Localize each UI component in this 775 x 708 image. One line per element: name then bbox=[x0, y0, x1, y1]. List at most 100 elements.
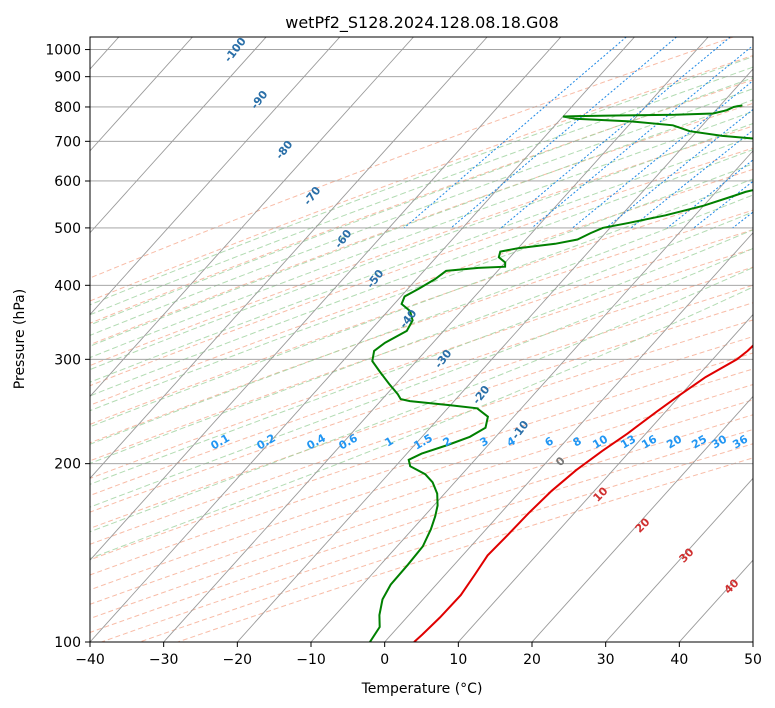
mixing-ratio-label: 30 bbox=[709, 432, 729, 451]
x-tick-label: −20 bbox=[223, 652, 253, 668]
dry-adiabat-line bbox=[90, 368, 753, 591]
mixing-ratio-label: 0.2 bbox=[255, 431, 278, 452]
isotherm-line bbox=[90, 37, 341, 316]
mixing-ratio-line bbox=[630, 129, 753, 229]
x-tick-label: 30 bbox=[597, 652, 615, 668]
isotherm-line bbox=[678, 559, 753, 642]
isotherm-line bbox=[90, 37, 635, 642]
moist-adiabat-line bbox=[90, 99, 753, 347]
mixing-ratio-line bbox=[761, 37, 775, 228]
moist-adiabat-line bbox=[90, 194, 753, 445]
mixing-ratio-line bbox=[450, 37, 677, 229]
moist-adiabat-line bbox=[90, 163, 753, 412]
dry-adiabat-line bbox=[90, 168, 753, 406]
isotherm-line bbox=[90, 37, 193, 152]
isotherm-line bbox=[384, 232, 753, 642]
moist-adiabat-line bbox=[90, 229, 753, 485]
x-tick-label: 50 bbox=[744, 652, 762, 668]
mixing-ratio-label: 0.1 bbox=[209, 431, 232, 452]
moist-adiabat-label: 40 bbox=[722, 576, 742, 596]
y-tick-label: 1000 bbox=[45, 43, 81, 59]
isotherm-line bbox=[90, 37, 414, 398]
moist-adiabat-line bbox=[90, 247, 753, 508]
mixing-ratio-label: 13 bbox=[618, 433, 638, 452]
y-tick-label: 500 bbox=[54, 221, 81, 237]
y-axis-label: Pressure (hPa) bbox=[12, 289, 28, 389]
isotherm-line bbox=[752, 641, 753, 642]
y-tick-label: 400 bbox=[54, 278, 81, 294]
dry-adiabat-label: -60 bbox=[332, 227, 355, 251]
dry-adiabat-line bbox=[90, 229, 753, 462]
dry-adiabat-line bbox=[90, 209, 753, 444]
dry-adiabat-label: -70 bbox=[301, 184, 324, 208]
moist-adiabat-line bbox=[90, 77, 753, 326]
isotherm-line bbox=[90, 37, 267, 234]
x-tick-label: 40 bbox=[670, 652, 688, 668]
y-tick-label: 800 bbox=[54, 100, 81, 116]
mixing-ratio-label: 3 bbox=[478, 434, 491, 449]
moist-adiabat-line bbox=[90, 178, 753, 428]
x-tick-label: 10 bbox=[449, 652, 467, 668]
moist-adiabat-label: 20 bbox=[633, 515, 653, 535]
mixing-ratio-line bbox=[732, 211, 753, 229]
dry-adiabat-line bbox=[90, 336, 753, 561]
dry-adiabat-label: -30 bbox=[432, 347, 455, 371]
moist-adiabat-line bbox=[90, 135, 753, 383]
moist-adiabat-line bbox=[90, 122, 753, 371]
moist-adiabat-label: 0 bbox=[553, 454, 568, 469]
x-tick-label: 20 bbox=[523, 652, 541, 668]
dry-adiabat-line bbox=[90, 266, 753, 496]
dry-adiabat-line bbox=[90, 319, 753, 545]
isotherm-line bbox=[163, 37, 709, 642]
moist-adiabat-line bbox=[90, 66, 753, 316]
dry-adiabat-line bbox=[90, 284, 753, 513]
mixing-ratio-label: 1.5 bbox=[412, 431, 435, 452]
moist-adiabat-label: 30 bbox=[677, 545, 697, 565]
mixing-ratio-label: 16 bbox=[639, 432, 659, 451]
mixing-ratio-label: 8 bbox=[571, 434, 584, 449]
y-tick-label: 100 bbox=[54, 635, 81, 651]
moist-adiabat-label: 10 bbox=[591, 484, 611, 504]
isotherm-line bbox=[605, 477, 753, 642]
y-tick-label: 200 bbox=[54, 457, 81, 473]
dry-adiabat-label: -20 bbox=[470, 383, 493, 407]
mixing-ratio-line bbox=[572, 80, 753, 229]
y-tick-label: 300 bbox=[54, 352, 81, 368]
moist-adiabat-line bbox=[90, 56, 753, 306]
dry-adiabat-line bbox=[90, 384, 753, 605]
moist-adiabat-line bbox=[90, 149, 753, 397]
moist-adiabat-line bbox=[90, 110, 753, 359]
dry-adiabat-line bbox=[90, 79, 753, 324]
mixing-ratio-line bbox=[500, 37, 731, 229]
plot-frame bbox=[89, 36, 754, 643]
isotherm-line bbox=[236, 68, 753, 642]
x-tick-label: −40 bbox=[75, 652, 105, 668]
isotherm-line bbox=[531, 395, 753, 642]
mixing-ratio-line bbox=[403, 37, 627, 229]
dry-adiabat-line bbox=[90, 147, 753, 387]
mixing-ratio-line bbox=[531, 44, 753, 229]
moist-adiabat-line bbox=[90, 267, 753, 533]
x-axis-label: Temperature (°C) bbox=[361, 681, 483, 697]
isotherm-line bbox=[457, 313, 753, 642]
dry-adiabat-line bbox=[90, 352, 753, 576]
dewpoint-profile bbox=[369, 104, 753, 642]
mixing-ratio-label: 0.4 bbox=[305, 431, 329, 452]
dry-adiabat-line bbox=[90, 102, 753, 346]
dry-adiabat-line bbox=[90, 302, 753, 529]
plot-area bbox=[90, 37, 775, 642]
mixing-ratio-line bbox=[693, 180, 753, 229]
mixing-ratio-label: 20 bbox=[664, 432, 684, 451]
moist-adiabat-line bbox=[90, 286, 753, 560]
moist-adiabat-line bbox=[90, 88, 753, 336]
y-tick-label: 600 bbox=[54, 174, 81, 190]
temperature-profile bbox=[413, 344, 753, 642]
dry-adiabat-line bbox=[90, 125, 753, 367]
isotherm-line bbox=[90, 37, 488, 479]
dry-adiabat-line bbox=[90, 189, 753, 425]
mixing-ratio-label: 6 bbox=[543, 434, 556, 449]
dry-adiabat-line bbox=[90, 248, 753, 479]
dry-adiabat-line bbox=[90, 54, 753, 302]
dry-adiabat-line bbox=[90, 399, 753, 620]
